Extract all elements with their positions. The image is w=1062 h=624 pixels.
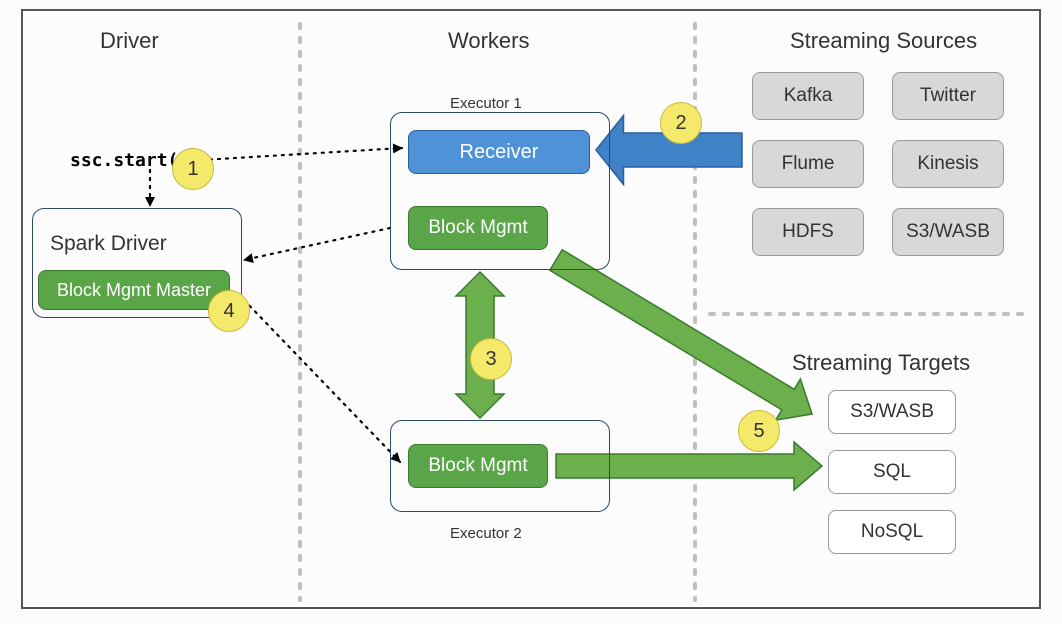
- badge-4: 4: [208, 290, 250, 332]
- source-kafka: Kafka: [752, 72, 864, 120]
- spark-driver-title: Spark Driver: [50, 232, 167, 256]
- source-flume: Flume: [752, 140, 864, 188]
- badge-2: 2: [660, 102, 702, 144]
- source-twitter: Twitter: [892, 72, 1004, 120]
- executor2-label: Executor 2: [450, 525, 522, 542]
- badge-1: 1: [172, 148, 214, 190]
- target-nosql: NoSQL: [828, 510, 956, 554]
- source-kinesis: Kinesis: [892, 140, 1004, 188]
- section-label-workers: Workers: [448, 28, 530, 54]
- executor1-label: Executor 1: [450, 95, 522, 112]
- dotted-arrow-3: [244, 228, 390, 260]
- badge-3: 3: [470, 338, 512, 380]
- section-label-targets: Streaming Targets: [792, 350, 970, 376]
- block-mgmt-master: Block Mgmt Master: [38, 270, 230, 310]
- diagram-stage: Driver Workers Streaming Sources Streaming …: [0, 0, 1062, 624]
- green-arrow-diag: [550, 250, 812, 420]
- executor1-block-mgmt: Block Mgmt: [408, 206, 548, 250]
- dotted-arrow-4: [244, 300, 400, 462]
- source-s3wasb: S3/WASB: [892, 208, 1004, 256]
- source-hdfs: HDFS: [752, 208, 864, 256]
- section-label-sources: Streaming Sources: [790, 28, 977, 54]
- badge-5: 5: [738, 410, 780, 452]
- receiver-box: Receiver: [408, 130, 590, 174]
- target-s3wasb: S3/WASB: [828, 390, 956, 434]
- section-label-driver: Driver: [100, 28, 159, 54]
- target-sql: SQL: [828, 450, 956, 494]
- executor2-block-mgmt: Block Mgmt: [408, 444, 548, 488]
